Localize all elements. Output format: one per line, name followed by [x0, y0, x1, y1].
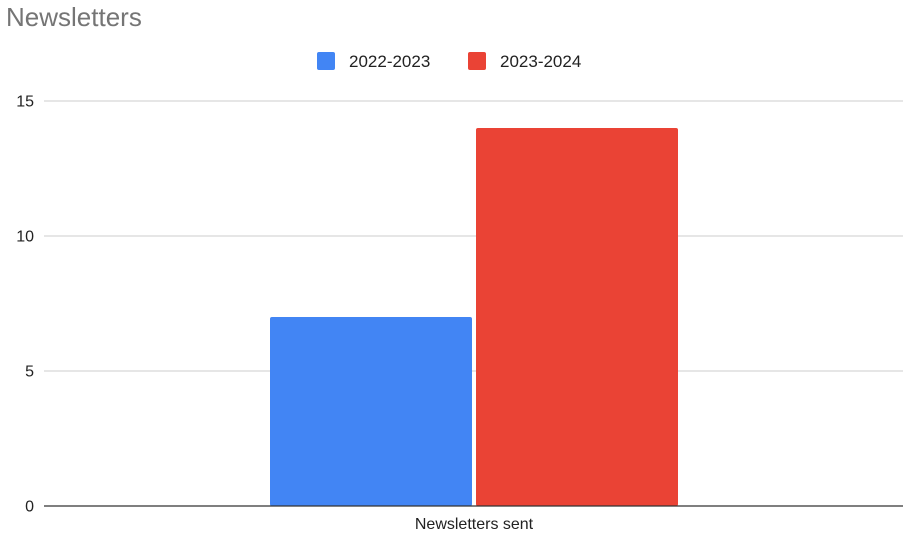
chart-title: Newsletters: [6, 2, 142, 32]
legend-swatch-2022-2023: [317, 52, 335, 70]
bar-2023-2024-newsletters-sent: [476, 128, 678, 506]
chart-legend: 2022-2023 2023-2024: [317, 52, 581, 71]
y-tick-label: 15: [16, 94, 34, 111]
bar-2022-2023-newsletters-sent: [270, 317, 472, 506]
x-tick-label: Newsletters sent: [415, 516, 534, 533]
y-tick-label: 0: [25, 499, 34, 516]
y-tick-label: 10: [16, 229, 34, 246]
bars: [270, 128, 678, 506]
y-tick-label: 5: [25, 364, 34, 381]
legend-label: 2022-2023: [349, 52, 430, 71]
legend-swatch-2023-2024: [468, 52, 486, 70]
gridlines: [44, 100, 903, 372]
legend-label: 2023-2024: [500, 52, 581, 71]
x-axis: Newsletters sent: [44, 505, 903, 533]
y-axis: 0 5 10 15: [16, 94, 34, 516]
